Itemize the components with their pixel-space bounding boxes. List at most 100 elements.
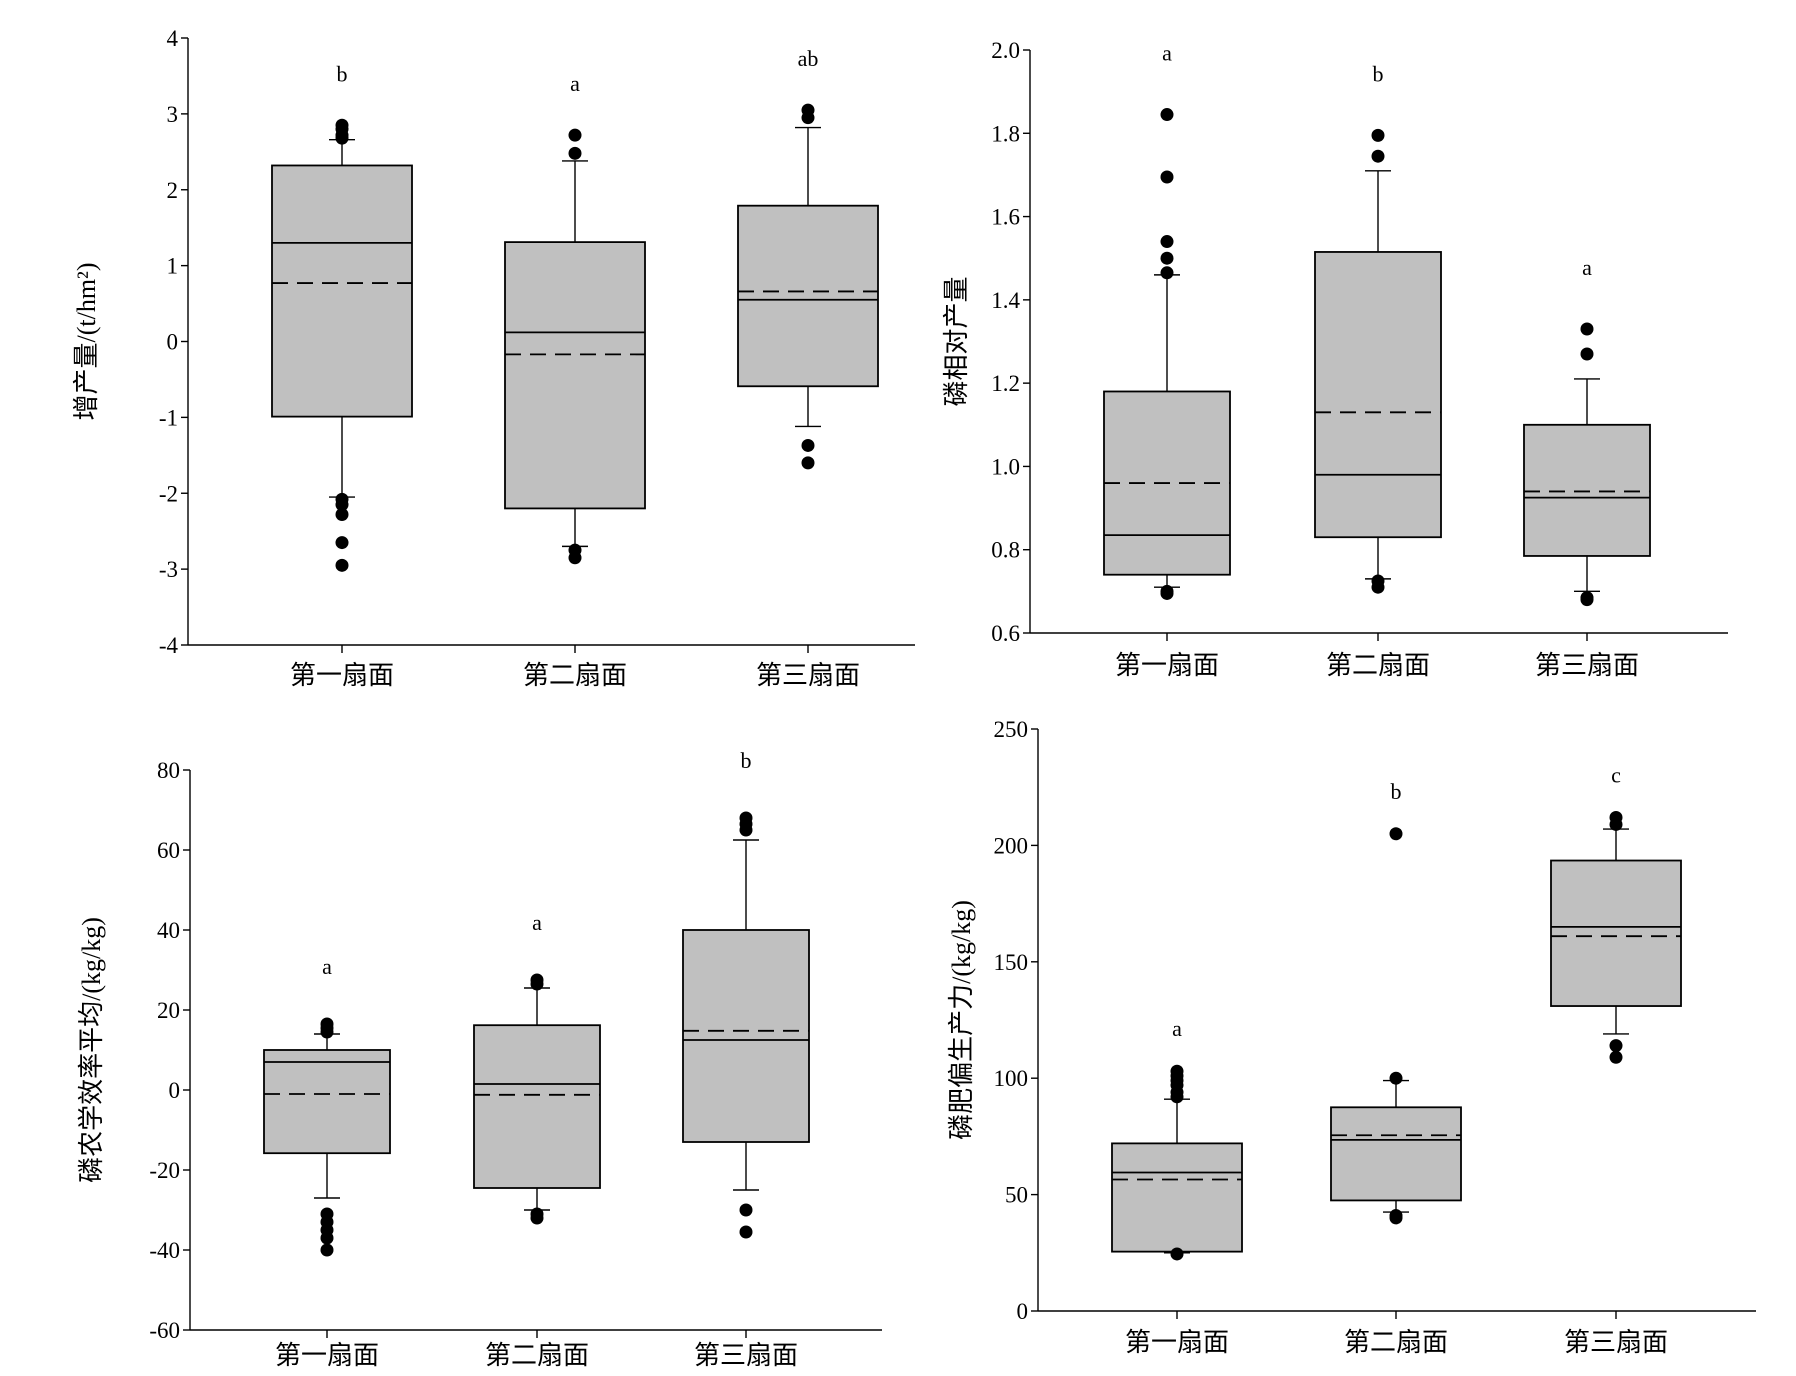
outlier-point bbox=[1580, 322, 1594, 336]
significance-letter: a bbox=[1172, 1016, 1182, 1041]
outlier-point bbox=[320, 1231, 334, 1245]
box-2: b bbox=[1330, 779, 1462, 1225]
outlier-point bbox=[739, 1203, 753, 1217]
significance-letter: a bbox=[1162, 41, 1172, 66]
y-tick-label: 0.8 bbox=[991, 538, 1020, 563]
y-tick-label: 1.8 bbox=[991, 121, 1020, 146]
outlier-point bbox=[1371, 128, 1385, 142]
outlier-point bbox=[1580, 347, 1594, 361]
box-1: a bbox=[1103, 41, 1231, 600]
interquartile-box bbox=[1330, 1106, 1462, 1202]
outlier-point bbox=[530, 977, 544, 991]
box-plot-panel-4: 0 50 100 150 200 250 磷肥偏生产力/(kg/kg) a 第一扇面 b 第二扇面 c… bbox=[947, 717, 1756, 1357]
outlier-point bbox=[1609, 817, 1623, 831]
box-3: ab bbox=[737, 46, 879, 470]
outlier-point bbox=[1160, 235, 1174, 249]
y-tick-label: 80 bbox=[157, 758, 180, 783]
outlier-point bbox=[1609, 1039, 1623, 1053]
outlier-point bbox=[1371, 149, 1385, 163]
y-tick-label: 2.0 bbox=[991, 38, 1020, 63]
outlier-point bbox=[335, 498, 349, 512]
interquartile-box bbox=[1550, 859, 1682, 1007]
outlier-point bbox=[568, 128, 582, 142]
significance-letter: a bbox=[1582, 255, 1592, 280]
box-2: a bbox=[504, 71, 646, 565]
outlier-point bbox=[801, 456, 815, 470]
box-3: a bbox=[1523, 255, 1651, 607]
y-tick-label: 150 bbox=[994, 950, 1029, 975]
outlier-point bbox=[1389, 1211, 1403, 1225]
outlier-point bbox=[335, 558, 349, 572]
category-label: 第一扇面 bbox=[275, 1341, 379, 1370]
box-plot-panel-1: -4 -3 -2 -1 0 1 2 3 4 增产量/(t/hm²) b 第一扇面 a 第二扇面 ab 第三扇面 bbox=[72, 26, 915, 690]
outlier-point bbox=[1160, 170, 1174, 184]
outlier-point bbox=[739, 823, 753, 837]
category-label: 第一扇面 bbox=[1125, 1328, 1229, 1357]
box-2: a bbox=[473, 910, 601, 1225]
category-label: 第二扇面 bbox=[1344, 1328, 1448, 1357]
interquartile-box bbox=[263, 1049, 391, 1155]
y-axis-label: 磷相对产量 bbox=[942, 276, 971, 406]
outlier-point bbox=[568, 551, 582, 565]
interquartile-box bbox=[271, 164, 413, 418]
outlier-point bbox=[1170, 1247, 1184, 1261]
category-label: 第三扇面 bbox=[756, 661, 860, 690]
y-tick-label: -1 bbox=[159, 405, 178, 430]
y-tick-label: 20 bbox=[157, 998, 180, 1023]
box-1: a bbox=[263, 954, 391, 1257]
category-label: 第三扇面 bbox=[1535, 651, 1639, 680]
y-tick-label: 0 bbox=[169, 1078, 181, 1103]
outlier-point bbox=[1609, 1050, 1623, 1064]
significance-letter: a bbox=[570, 71, 580, 96]
y-tick-label: 1.4 bbox=[991, 288, 1020, 313]
interquartile-box bbox=[504, 241, 646, 510]
significance-letter: b bbox=[1391, 779, 1402, 804]
outlier-point bbox=[1160, 586, 1174, 600]
y-tick-label: 200 bbox=[994, 833, 1029, 858]
outlier-point bbox=[568, 146, 582, 160]
category-label: 第二扇面 bbox=[485, 1341, 589, 1370]
y-tick-label: 100 bbox=[994, 1066, 1029, 1091]
box-3: c bbox=[1550, 762, 1682, 1064]
outlier-point bbox=[335, 536, 349, 550]
outlier-point bbox=[1371, 580, 1385, 594]
y-tick-label: -40 bbox=[149, 1238, 180, 1263]
interquartile-box bbox=[1111, 1142, 1243, 1253]
interquartile-box bbox=[473, 1024, 601, 1189]
y-tick-label: 2 bbox=[167, 178, 179, 203]
category-label: 第二扇面 bbox=[523, 661, 627, 690]
interquartile-box bbox=[1314, 251, 1442, 539]
interquartile-box bbox=[737, 204, 879, 388]
y-tick-label: 250 bbox=[994, 717, 1029, 742]
y-tick-label: 1.0 bbox=[991, 454, 1020, 479]
box-plot-panel-3: -60 -40 -20 0 20 40 60 80 磷农学效率平均/(kg/kg) a 第一扇面 a 第… bbox=[77, 748, 882, 1370]
box-plot-panel-2: 0.6 0.8 1.0 1.2 1.4 1.6 1.8 2.0 磷相对产量 a 第一扇面 b 第二扇面 a… bbox=[942, 38, 1728, 680]
y-tick-label: 0 bbox=[167, 330, 179, 355]
y-tick-label: -4 bbox=[159, 633, 179, 658]
y-tick-label: -2 bbox=[159, 481, 178, 506]
outlier-point bbox=[1389, 827, 1403, 841]
y-tick-label: -3 bbox=[159, 557, 178, 582]
outlier-point bbox=[1160, 108, 1174, 122]
category-label: 第一扇面 bbox=[1115, 651, 1219, 680]
y-tick-label: -60 bbox=[149, 1318, 180, 1343]
outlier-point bbox=[320, 1243, 334, 1257]
y-tick-label: 0 bbox=[1017, 1299, 1029, 1324]
category-label: 第二扇面 bbox=[1326, 651, 1430, 680]
y-tick-label: 1.6 bbox=[991, 205, 1020, 230]
significance-letter: a bbox=[322, 954, 332, 979]
outlier-point bbox=[801, 438, 815, 452]
y-tick-label: 50 bbox=[1005, 1183, 1028, 1208]
y-tick-label: 60 bbox=[157, 838, 180, 863]
significance-letter: c bbox=[1611, 762, 1621, 787]
outlier-point bbox=[1580, 593, 1594, 607]
y-tick-label: 3 bbox=[167, 102, 179, 127]
y-tick-label: -20 bbox=[149, 1158, 180, 1183]
significance-letter: a bbox=[532, 910, 542, 935]
outlier-point bbox=[1160, 266, 1174, 280]
y-tick-label: 1.2 bbox=[991, 371, 1020, 396]
y-axis-label: 增产量/(t/hm²) bbox=[72, 262, 101, 420]
y-tick-label: 40 bbox=[157, 918, 180, 943]
y-tick-label: 4 bbox=[167, 26, 179, 51]
